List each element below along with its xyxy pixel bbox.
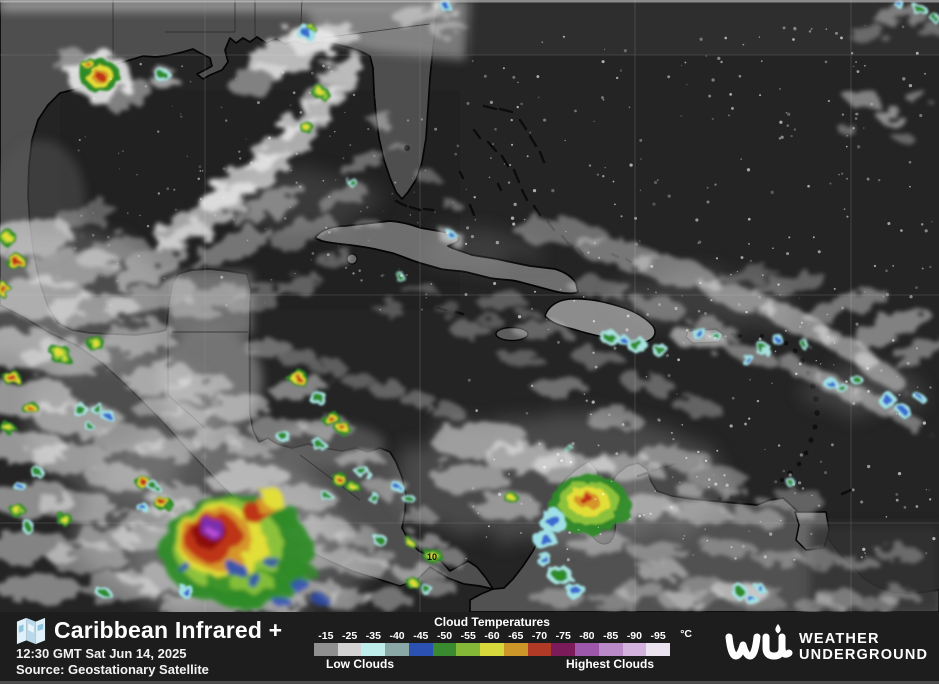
scale-title: Cloud Temperatures [434,615,550,629]
scale-segment [408,643,433,656]
scale-tick: -80 [579,630,595,642]
scale-segment [646,643,671,656]
scale-segment [527,643,552,656]
scale-unit: °C [680,628,692,640]
scale-segment [575,643,599,656]
scale-tick: -65 [508,630,524,642]
folded-map-icon [16,615,46,645]
scale-segment [480,643,504,656]
scale-segment [432,643,457,656]
scale-tick: -95 [650,630,666,642]
legend-info-block: Caribbean Infrared + 12:30 GMT Sat Jun 1… [16,614,282,678]
scale-segment [551,643,576,656]
speckle-cloud-layer [70,24,936,562]
scale-segment [314,643,338,656]
scale-segment [361,643,386,656]
weather-underground-logo: WEATHER UNDERGROUND [722,622,927,673]
scale-tick: -40 [389,630,405,642]
scale-tick: -15 [318,630,334,642]
scale-tick: -25 [342,630,358,642]
scale-segment [622,643,647,656]
scale-tick: -50 [436,630,453,642]
scale-tick: -60 [484,630,500,642]
scale-tick: -90 [626,630,642,642]
scale-color-bar [314,643,671,656]
scale-segment [385,643,409,656]
timestamp: 12:30 GMT Sat Jun 14, 2025 [16,646,187,661]
satellite-map[interactable]: 10 [0,0,939,612]
wu-droplet-icon [775,624,781,634]
storm-core-layer [160,475,630,607]
scale-segment [598,643,623,656]
logo-line1: WEATHER [799,631,880,647]
scale-tick: -70 [531,630,548,642]
scale-tick: -75 [555,630,571,642]
scale-tick: -35 [365,630,381,642]
scale-segment [456,643,481,656]
legend-bar: Caribbean Infrared + 12:30 GMT Sat Jun 1… [0,612,939,684]
scale-tick: -85 [603,630,619,642]
low-clouds-label: Low Clouds [326,657,394,671]
highest-clouds-label: Highest Clouds [565,657,654,671]
data-source: Source: Geostationary Satellite [16,662,209,677]
scale-segment [337,643,362,656]
scale-tick-row: -15 -25 -35 -40 -45 -50 -55 -60 -65 -70 -75 -80 -85-… [314,628,692,643]
scale-segment [503,643,528,656]
logo-line2: UNDERGROUND [799,647,927,663]
scale-tick: -55 [460,630,476,642]
convective-cells-layer [0,0,939,605]
map-product-title: Caribbean Infrared + [54,616,283,643]
latitude-gridline-label: 10 [427,552,437,562]
cloud-temperature-scale: Cloud Temperatures -15 -25 -35 -40 -45 -50 -55… [314,615,692,671]
wu-glyph [725,633,793,660]
scale-tick: -45 [413,630,429,642]
map-top-edge [0,0,939,3]
